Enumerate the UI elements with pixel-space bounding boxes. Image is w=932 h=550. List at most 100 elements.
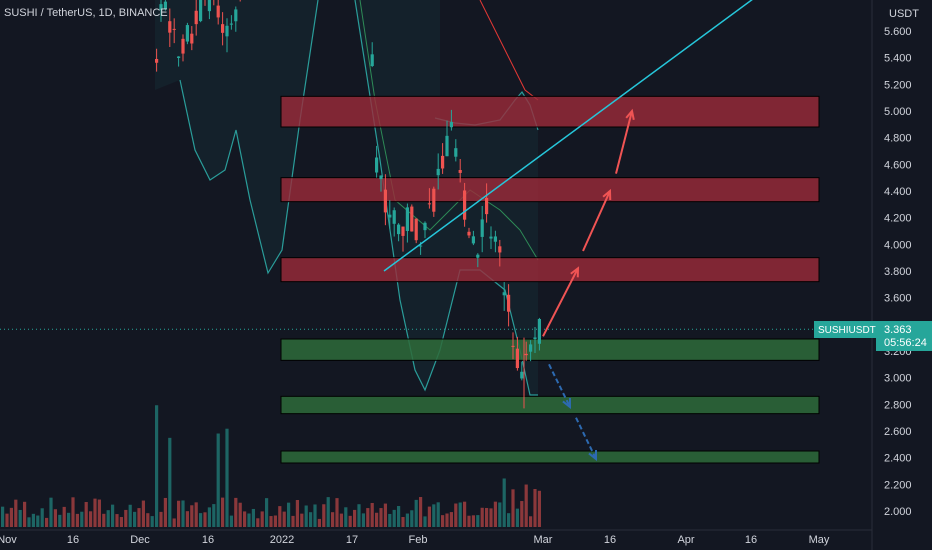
volume-bar [476, 515, 480, 527]
volume-bar [203, 512, 207, 527]
volume-layer [1, 405, 541, 527]
volume-bar [410, 510, 414, 527]
volume-bar [361, 513, 365, 527]
volume-bar [405, 513, 409, 527]
candle-body [375, 157, 379, 173]
candle-body [405, 207, 409, 231]
volume-bar [18, 509, 22, 527]
volume-bar [31, 513, 35, 527]
candle-body [392, 210, 396, 224]
symbol-title: SUSHI / TetherUS, 1D, BINANCE [4, 7, 168, 19]
volume-bar [62, 506, 66, 527]
volume-bar [309, 512, 313, 527]
support-zone[interactable] [280, 338, 820, 361]
volume-bar [344, 507, 348, 527]
volume-bar [520, 501, 524, 527]
x-tick-label: Nov [0, 534, 17, 546]
volume-bar [256, 518, 260, 527]
volume-bar [190, 505, 194, 527]
candle-body [234, 9, 238, 22]
volume-bar [471, 515, 475, 527]
resistance-zone[interactable] [280, 177, 820, 203]
volume-bar [216, 433, 220, 527]
volume-bar [146, 513, 150, 527]
support-zone[interactable] [280, 450, 820, 464]
candle-body [194, 10, 198, 25]
volume-bar [265, 498, 269, 527]
volume-bar [423, 516, 427, 527]
resistance-zone[interactable] [280, 95, 820, 128]
candle-body [370, 54, 374, 67]
volume-bar [295, 499, 299, 527]
candle-body [181, 38, 185, 54]
volume-bar [172, 518, 176, 527]
volume-bar [185, 511, 189, 527]
volume-bar [432, 504, 436, 527]
candle-body [489, 236, 493, 239]
ascending-trendline[interactable] [383, 0, 800, 272]
support-zone[interactable] [280, 395, 820, 415]
candle-body [436, 168, 440, 176]
projection-up-arrow[interactable] [542, 267, 579, 337]
projection-up-arrow[interactable] [582, 190, 611, 252]
volume-bar [427, 506, 431, 527]
volume-bar [313, 504, 317, 527]
volume-bar [278, 506, 282, 527]
candle-body [441, 155, 445, 169]
y-tick-label: 4.200 [884, 213, 912, 225]
volume-bar [326, 497, 330, 527]
candle-body [155, 58, 159, 63]
y-tick-label: 2.000 [884, 506, 912, 518]
x-tick-label: Dec [130, 534, 150, 546]
resistance-zone[interactable] [280, 257, 820, 283]
volume-bar [357, 504, 361, 527]
volume-bar [159, 511, 163, 527]
volume-bar [150, 516, 154, 527]
projection-up-arrow[interactable] [615, 110, 633, 174]
y-tick-label: 4.000 [884, 239, 912, 251]
volume-bar [247, 513, 251, 527]
candle-body [419, 245, 423, 247]
projection-down-arrow-head [588, 449, 598, 462]
volume-bar [71, 497, 75, 527]
volume-bar [300, 513, 304, 527]
volume-bar [392, 509, 396, 527]
volume-bar [397, 506, 401, 527]
candle-body [515, 348, 519, 369]
last-price-tag: SUSHIUSDT 3.363 05:56:24 [814, 321, 932, 351]
y-tick-label: 2.800 [884, 399, 912, 411]
volume-bar [177, 500, 181, 527]
volume-bar [445, 513, 449, 527]
volume-bar [388, 513, 392, 527]
volume-bar [489, 508, 493, 527]
volume-bar [163, 497, 167, 527]
volume-bar [533, 488, 537, 527]
y-axis-panel [872, 0, 932, 550]
volume-bar [212, 504, 216, 527]
x-tick-label: 16 [604, 534, 616, 546]
volume-bar [221, 497, 225, 527]
candle-body [397, 224, 401, 235]
candle-body [379, 175, 383, 180]
volume-bar [537, 490, 541, 527]
y-tick-label: 3.600 [884, 293, 912, 305]
y-axis-ticks: 5.600 5.400 5.200 5.000 4.800 4.600 4.400 4.200… [884, 26, 912, 518]
volume-bar [436, 502, 440, 527]
candle-body [383, 189, 387, 213]
volume-bar [133, 511, 137, 527]
volume-bar [441, 515, 445, 527]
candle-body [159, 4, 163, 11]
volume-bar [331, 512, 335, 527]
volume-bar [454, 503, 458, 527]
currency-label: USDT [889, 8, 919, 20]
x-tick-label: Mar [534, 534, 553, 546]
volume-bar [124, 509, 128, 527]
volume-bar [507, 513, 511, 527]
candle-body [172, 28, 176, 30]
volume-bar [1, 506, 5, 527]
candle-body [401, 226, 405, 236]
volume-bar [75, 513, 79, 527]
volume-bar [485, 507, 489, 527]
x-tick-label: 17 [346, 534, 358, 546]
